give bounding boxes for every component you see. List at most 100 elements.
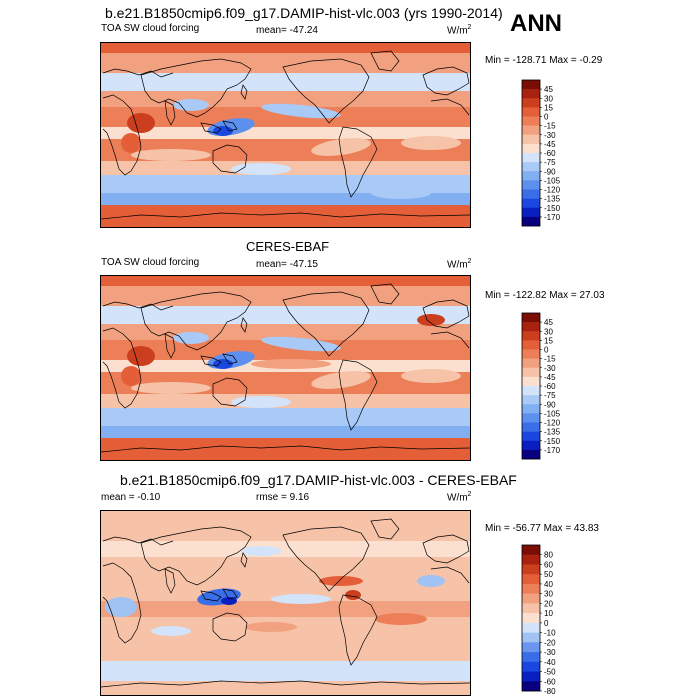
- panel-3-colorbar: 80 60 50 40 30 20 10 0 -10 -20 -30 -40 -50 -60 -80: [521, 544, 582, 696]
- colorbar-2-tick-label: 45: [544, 318, 553, 327]
- panel-2-colorbar: 45 30 15 0 -15 -30 -45 -60 -75 -90 -105 -120 -135 -15…: [521, 312, 582, 460]
- colorbar-2-tick-label: -90: [544, 400, 556, 409]
- colorbar-1-swatch: [522, 80, 540, 90]
- colorbar-2-tick-label: -15: [544, 355, 556, 364]
- map-2-coastline: [222, 353, 238, 365]
- panel-1-units: W/m2: [447, 24, 472, 37]
- panel-2-units: W/m2: [447, 258, 472, 271]
- colorbar-3-tick-label: -40: [544, 658, 556, 667]
- colorbar-1-swatch: [522, 207, 540, 218]
- colorbar-2-swatch: [522, 358, 540, 369]
- colorbar-1-tick-label: -15: [544, 122, 556, 131]
- colorbar-3-swatch: [522, 622, 540, 633]
- panel-2-mean-label: mean= -47.15: [256, 259, 318, 270]
- colorbar-2-swatch: [522, 349, 540, 359]
- figure-title: b.e21.B1850cmip6.f09_g17.DAMIP-hist-vlc.…: [105, 5, 503, 21]
- colorbar-1-tick-label: -60: [544, 149, 556, 158]
- colorbar-3-tick-label: -60: [544, 677, 556, 686]
- map-1-coastline: [102, 94, 142, 176]
- colorbar-1-tick-label: 45: [544, 85, 553, 94]
- colorbar-3-swatch: [522, 603, 540, 614]
- map-3-coastline: [212, 612, 248, 642]
- map-3-coastline: [282, 526, 370, 592]
- colorbar-3-swatch: [522, 583, 540, 594]
- colorbar-3-tick-label: -30: [544, 648, 556, 657]
- colorbar-2-tick-label: 30: [544, 327, 553, 336]
- colorbar-3-swatch: [522, 652, 540, 663]
- map-2-coastline: [102, 301, 174, 311]
- map-1-coastline: [422, 66, 470, 96]
- map-1-coastline: [200, 122, 222, 134]
- panel-1-map: [100, 42, 471, 228]
- map-1-coastline: [102, 68, 174, 78]
- colorbar-3-swatch: [522, 554, 540, 565]
- colorbar-1-swatch: [522, 198, 540, 209]
- colorbar-3-tick-label: 20: [544, 599, 553, 608]
- colorbar-2-swatch: [522, 413, 540, 423]
- colorbar-3-swatch: [522, 632, 540, 643]
- colorbar-1-tick-label: -90: [544, 167, 556, 176]
- colorbar-3-swatch: [522, 564, 540, 575]
- colorbar-2-tick-label: 0: [544, 346, 549, 355]
- map-2-coastline: [430, 331, 470, 349]
- map-1-coastline: [212, 144, 248, 174]
- colorbar-3-swatch: [522, 545, 540, 556]
- colorbar-3-tick-label: 0: [544, 619, 549, 628]
- colorbar-2-swatch: [522, 404, 540, 414]
- panel-1-mean-label: mean= -47.24: [256, 25, 318, 36]
- panel-3-mean-label: mean = -0.10: [101, 492, 161, 503]
- map-3-coastline: [102, 562, 142, 644]
- colorbar-2-tick-label: -170: [544, 446, 561, 455]
- map-3-coastline: [140, 526, 252, 586]
- colorbar-1-swatch: [522, 216, 540, 227]
- map-3-coastline: [164, 568, 176, 594]
- colorbar-2-tick-label: -150: [544, 437, 561, 446]
- colorbar-3-tick-label: 80: [544, 551, 553, 560]
- colorbar-1-swatch: [522, 98, 540, 108]
- map-3-coastline: [338, 594, 378, 666]
- panel-1-minmax: Min = -128.71 Max = -0.29: [485, 55, 603, 66]
- colorbar-2-tick-label: -135: [544, 428, 561, 437]
- colorbar-2-swatch: [522, 422, 540, 432]
- colorbar-3-tick-label: -80: [544, 687, 556, 696]
- colorbar-2-swatch: [522, 395, 540, 405]
- colorbar-1-tick-label: -105: [544, 176, 561, 185]
- colorbar-2-swatch: [522, 313, 540, 323]
- panel-3-minmax: Min = -56.77 Max = 43.83: [485, 523, 599, 534]
- map-1-coastline: [430, 98, 470, 116]
- map-3-coastline: [222, 588, 238, 600]
- colorbar-2-swatch: [522, 431, 540, 442]
- map-2-coastline: [102, 327, 142, 409]
- colorbar-3-tick-label: 60: [544, 560, 553, 569]
- colorbar-3-tick-label: -20: [544, 638, 556, 647]
- map-3-coastline: [200, 590, 222, 602]
- colorbar-1-tick-label: 15: [544, 103, 553, 112]
- colorbar-1-tick-label: -120: [544, 186, 561, 195]
- colorbar-1-swatch: [522, 143, 540, 154]
- panel-3-map-svg: [101, 511, 470, 695]
- map-2-coastline: [370, 283, 400, 305]
- colorbar-3-swatch: [522, 671, 540, 682]
- colorbar-1-swatch: [522, 162, 540, 172]
- map-2-coastline: [422, 299, 470, 329]
- map-2-coastline: [282, 291, 370, 357]
- colorbar-3-swatch: [522, 574, 540, 585]
- colorbar-2-tick-label: -75: [544, 391, 556, 400]
- colorbar-1-swatch: [522, 89, 540, 99]
- colorbar-3-swatch: [522, 642, 540, 653]
- colorbar-1-tick-label: -135: [544, 195, 561, 204]
- map-2-coastline: [338, 359, 378, 431]
- colorbar-2-tick-label: -105: [544, 409, 561, 418]
- colorbar-3-tick-label: 30: [544, 590, 553, 599]
- map-3-coastline: [370, 518, 400, 540]
- colorbar-1-swatch: [522, 189, 540, 199]
- map-2-coastline: [140, 291, 252, 351]
- colorbar-2-tick-label: -60: [544, 382, 556, 391]
- panel-2-map: [100, 275, 471, 461]
- colorbar-2-swatch: [522, 440, 540, 451]
- map-3-coastline: [102, 536, 174, 546]
- panel-1-variable-label: TOA SW cloud forcing: [101, 23, 200, 34]
- colorbar-3-swatch: [522, 593, 540, 604]
- panel-2-variable-label: TOA SW cloud forcing: [101, 257, 200, 268]
- map-3-coastline: [422, 534, 470, 564]
